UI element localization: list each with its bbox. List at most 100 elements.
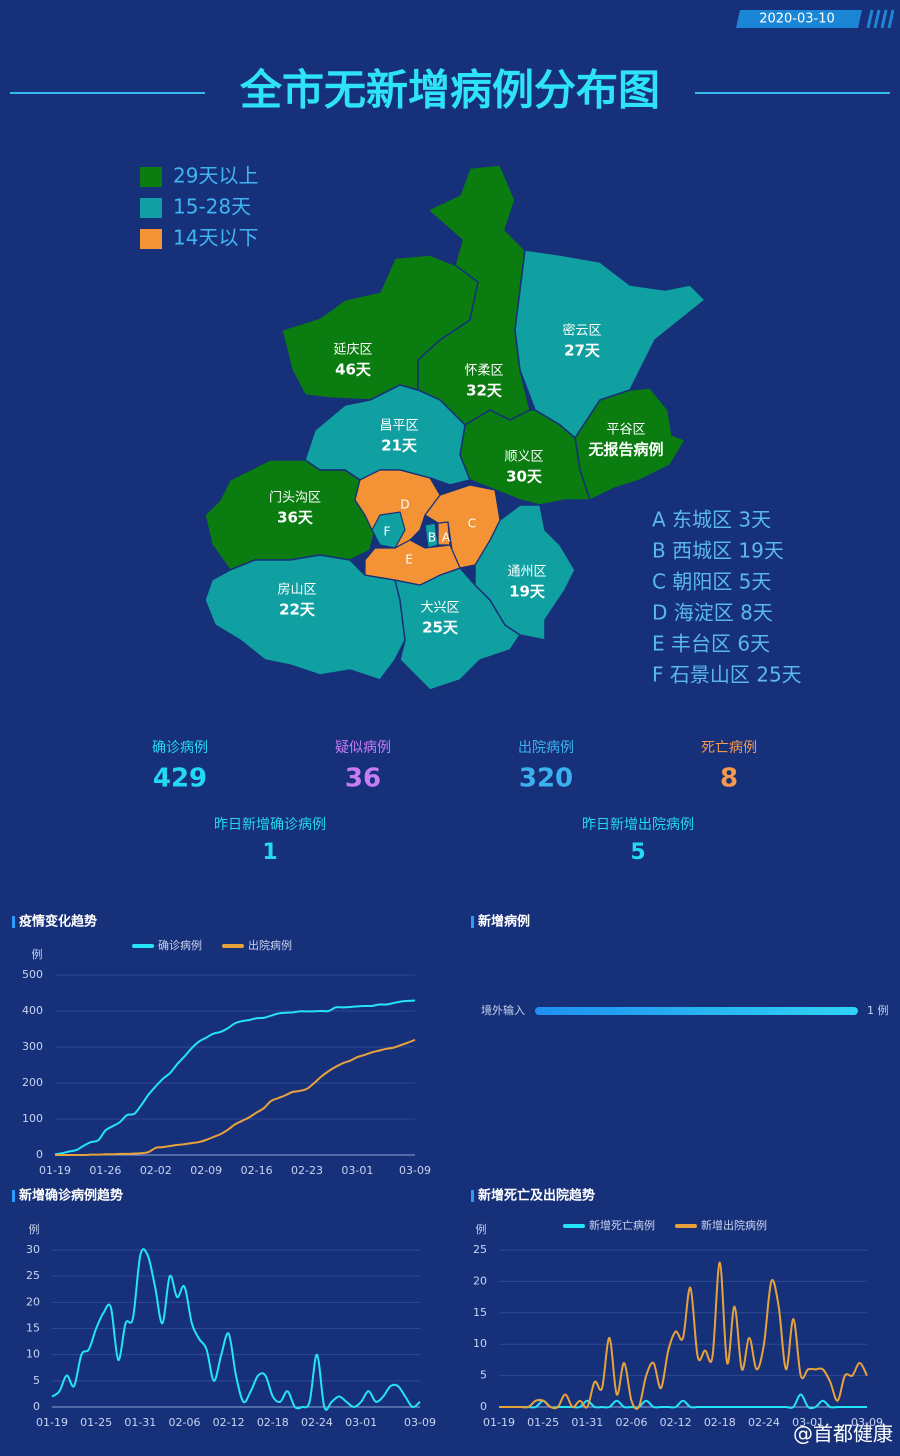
y-tick-label: 5 xyxy=(33,1374,40,1387)
district-name: 昌平区 xyxy=(379,419,418,434)
legend-label: 新增死亡病例 xyxy=(589,1218,655,1232)
legend-swatch xyxy=(675,1224,697,1228)
y-tick-label: 400 xyxy=(22,1004,43,1017)
x-tick-label: 02-24 xyxy=(748,1416,780,1429)
chart-title: 新增确诊病例趋势 xyxy=(19,1188,123,1204)
x-tick-label: 01-25 xyxy=(80,1416,112,1429)
x-tick-label: 03-09 xyxy=(399,1164,431,1177)
legend-label: 确诊病例 xyxy=(158,938,202,952)
series-line xyxy=(51,1248,421,1411)
x-tick-label: 03-01 xyxy=(792,1416,824,1429)
date-box xyxy=(736,10,862,28)
value-label: 1 例 xyxy=(867,1003,889,1017)
x-tick-label: 01-31 xyxy=(571,1416,603,1429)
y-tick-label: 200 xyxy=(22,1076,43,1089)
legend-label: 15-28天 xyxy=(173,195,251,219)
y-tick-label: 15 xyxy=(473,1306,487,1319)
key-entry: F 石景山区 25天 xyxy=(652,663,802,687)
inner-district xyxy=(371,511,406,549)
y-tick-label: 20 xyxy=(26,1295,40,1308)
inner-district xyxy=(424,484,501,569)
y-tick-label: 500 xyxy=(22,968,43,981)
legend-label: 29天以上 xyxy=(173,164,258,188)
inner-district xyxy=(364,539,461,586)
stat-label: 昨日新增确诊病例 xyxy=(214,817,326,833)
district-days: 22天 xyxy=(279,601,316,619)
stat-label: 死亡病例 xyxy=(701,740,757,756)
district-days: 30天 xyxy=(506,468,543,486)
district-name: 门头沟区 xyxy=(269,491,321,506)
stat-value: 1 xyxy=(262,840,277,865)
y-tick-label: 20 xyxy=(473,1274,487,1287)
series-line xyxy=(54,1038,416,1157)
page-title: 全市无新增病例分布图 xyxy=(239,66,660,115)
district-days: 21天 xyxy=(381,437,418,455)
district xyxy=(204,554,406,681)
title-marker xyxy=(471,916,474,928)
x-tick-label: 02-02 xyxy=(140,1164,172,1177)
inner-letter: D xyxy=(400,498,409,512)
legend-swatch xyxy=(140,167,162,187)
district-name: 房山区 xyxy=(277,582,316,598)
stat-value: 36 xyxy=(345,764,381,794)
inner-letter: C xyxy=(468,517,476,531)
key-entry: D 海淀区 8天 xyxy=(652,601,773,625)
title-marker xyxy=(12,916,15,928)
stat-label: 确诊病例 xyxy=(152,740,208,756)
x-tick-label: 02-06 xyxy=(615,1416,647,1429)
inner-letter: B xyxy=(428,531,436,545)
legend-swatch xyxy=(222,944,244,948)
x-tick-label: 02-06 xyxy=(168,1416,200,1429)
y-tick-label: 25 xyxy=(26,1269,40,1282)
series-line xyxy=(499,1393,867,1410)
district-days: 25天 xyxy=(422,619,459,637)
series-line xyxy=(54,999,416,1156)
stat-value: 320 xyxy=(519,764,573,794)
district xyxy=(474,504,576,641)
x-tick-label: 02-16 xyxy=(241,1164,273,1177)
y-tick-label: 5 xyxy=(480,1369,487,1382)
chart-title: 新增病例 xyxy=(478,914,530,930)
series-line xyxy=(499,1261,868,1410)
legend-swatch xyxy=(132,944,154,948)
legend-label: 出院病例 xyxy=(248,938,292,952)
x-tick-label: 01-26 xyxy=(89,1164,121,1177)
x-tick-label: 02-18 xyxy=(704,1416,736,1429)
date-stripes xyxy=(866,9,895,29)
stat-value: 8 xyxy=(720,764,738,794)
x-tick-label: 02-18 xyxy=(257,1416,289,1429)
y-axis-unit: 例 xyxy=(476,1222,487,1236)
district-name: 密云区 xyxy=(562,323,601,339)
date: 2020-03-10 xyxy=(759,12,835,27)
district-name: 怀柔区 xyxy=(464,364,503,379)
district-name: 大兴区 xyxy=(420,601,459,616)
stat-label: 出院病例 xyxy=(518,740,574,756)
inner-letter: E xyxy=(405,553,413,567)
x-tick-label: 02-23 xyxy=(291,1164,323,1177)
district-days: 32天 xyxy=(466,382,503,400)
stat-value: 5 xyxy=(630,840,645,865)
district-days: 无报告病例 xyxy=(587,441,663,459)
stat-label: 疑似病例 xyxy=(335,740,391,756)
y-tick-label: 10 xyxy=(473,1337,487,1350)
district-days: 46天 xyxy=(335,361,372,379)
x-tick-label: 03-09 xyxy=(404,1416,436,1429)
district-name: 通州区 xyxy=(507,565,546,580)
legend-label: 新增出院病例 xyxy=(701,1218,767,1232)
legend-swatch xyxy=(140,229,162,249)
x-tick-label: 02-12 xyxy=(660,1416,692,1429)
stat-value: 429 xyxy=(153,764,207,794)
key-entry: E 丰台区 6天 xyxy=(652,632,770,656)
chart-title: 新增死亡及出院趋势 xyxy=(478,1188,595,1204)
y-axis-unit: 例 xyxy=(29,1222,40,1236)
x-tick-label: 03-09 xyxy=(851,1416,883,1429)
district-name: 平谷区 xyxy=(606,423,645,438)
y-tick-label: 0 xyxy=(33,1400,40,1413)
chart-title: 疫情变化趋势 xyxy=(19,914,97,930)
district-days: 27天 xyxy=(564,342,601,360)
x-tick-label: 03-01 xyxy=(341,1164,373,1177)
inner-district xyxy=(424,522,439,549)
x-tick-label: 03-01 xyxy=(345,1416,377,1429)
x-tick-label: 01-19 xyxy=(39,1164,71,1177)
